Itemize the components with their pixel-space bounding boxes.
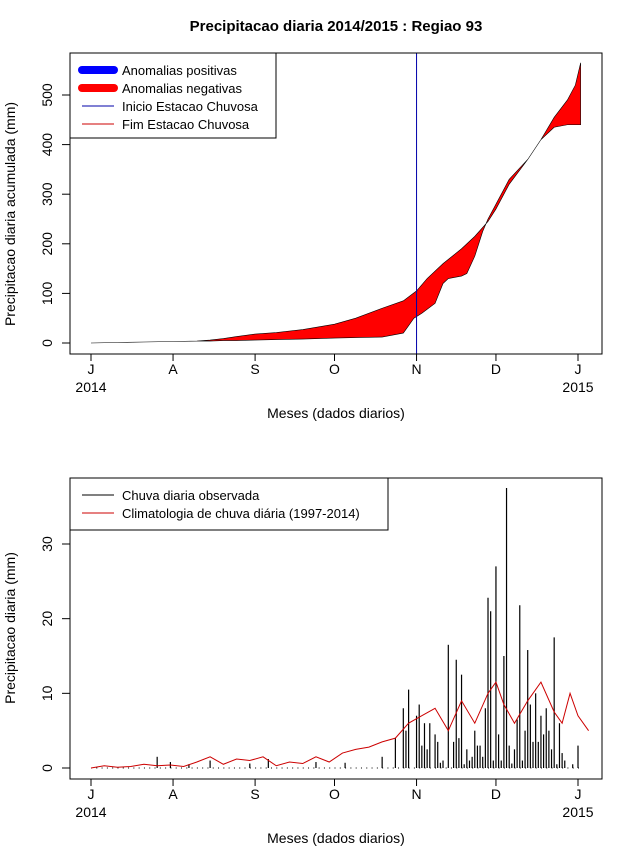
y-tick-label: 400: [39, 133, 55, 157]
negative-anomaly-area: [90, 62, 581, 344]
y-tick-label: 500: [39, 83, 55, 107]
bottom-y-axis: 0 10 20 30: [39, 536, 71, 772]
bottom-y-axis-label: Precipitacao diaria (mm): [2, 552, 18, 704]
year-label: 2014: [75, 804, 106, 820]
x-tick-label: J: [88, 786, 95, 802]
y-tick-label: 100: [39, 282, 55, 306]
y-tick-label: 0: [39, 339, 55, 347]
x-tick-label: O: [329, 786, 340, 802]
x-tick-label: S: [250, 786, 259, 802]
x-tick-label: N: [411, 361, 421, 377]
top-x-axis: J A S O N D J 2014 2015: [75, 353, 594, 395]
x-tick-label: A: [168, 361, 178, 377]
legend-label-climatology: Climatologia de chuva diária (1997-2014): [122, 506, 360, 521]
year-label: 2014: [75, 379, 106, 395]
legend-label-negative: Anomalias negativas: [122, 81, 242, 96]
bottom-chart: 0 10 20 30 J A S O N D J 2014 2015 Meses (dados dia…: [2, 477, 603, 846]
top-chart: 0 100 200 300 400 500 J A S O N D J 2014 2015 Meses (…: [2, 52, 603, 421]
y-tick-label: 30: [39, 536, 55, 552]
x-tick-label: A: [168, 786, 178, 802]
x-tick-label: D: [491, 361, 501, 377]
year-label: 2015: [562, 379, 593, 395]
x-tick-label: J: [575, 361, 582, 377]
top-y-axis-label: Precipitacao diaria acumulada (mm): [2, 102, 18, 326]
x-tick-label: S: [250, 361, 259, 377]
top-y-axis: 0 100 200 300 400 500: [39, 83, 71, 347]
bottom-x-axis: J A S O N D J 2014 2015: [75, 778, 594, 820]
year-label: 2015: [562, 804, 593, 820]
bottom-legend-box: [69, 477, 389, 531]
y-tick-label: 0: [39, 764, 55, 772]
top-x-axis-label: Meses (dados diarios): [267, 405, 405, 421]
chart-title: Precipitacao diaria 2014/2015 : Regiao 9…: [190, 18, 483, 35]
x-tick-label: O: [329, 361, 340, 377]
climatology-line: [90, 681, 589, 769]
y-tick-label: 300: [39, 182, 55, 206]
x-tick-label: J: [88, 361, 95, 377]
x-tick-label: J: [575, 786, 582, 802]
x-tick-label: D: [491, 786, 501, 802]
y-tick-label: 200: [39, 232, 55, 256]
daily-rain-bars: [91, 488, 579, 769]
y-tick-label: 20: [39, 611, 55, 627]
top-legend: Anomalias positivas Anomalias negativas …: [69, 52, 277, 139]
legend-label-positive: Anomalias positivas: [122, 63, 237, 78]
top-anomaly-area: [90, 62, 581, 344]
legend-label-observed: Chuva diaria observada: [122, 488, 260, 503]
legend-label-start: Inicio Estacao Chuvosa: [122, 99, 259, 114]
bottom-x-axis-label: Meses (dados diarios): [267, 830, 405, 846]
y-tick-label: 10: [39, 685, 55, 701]
legend-label-end: Fim Estacao Chuvosa: [122, 117, 250, 132]
bottom-legend: Chuva diaria observada Climatologia de c…: [69, 477, 389, 531]
x-tick-label: N: [411, 786, 421, 802]
